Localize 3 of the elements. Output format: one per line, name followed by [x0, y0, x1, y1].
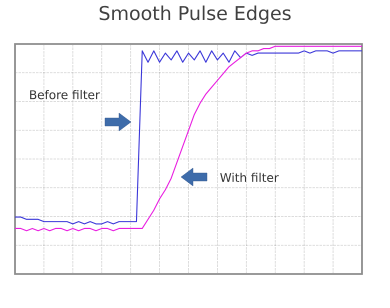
annotation: With filter [220, 172, 279, 182]
chart-title: Smooth Pulse Edges [100, 6, 291, 24]
annotation: Before filter [30, 90, 100, 100]
